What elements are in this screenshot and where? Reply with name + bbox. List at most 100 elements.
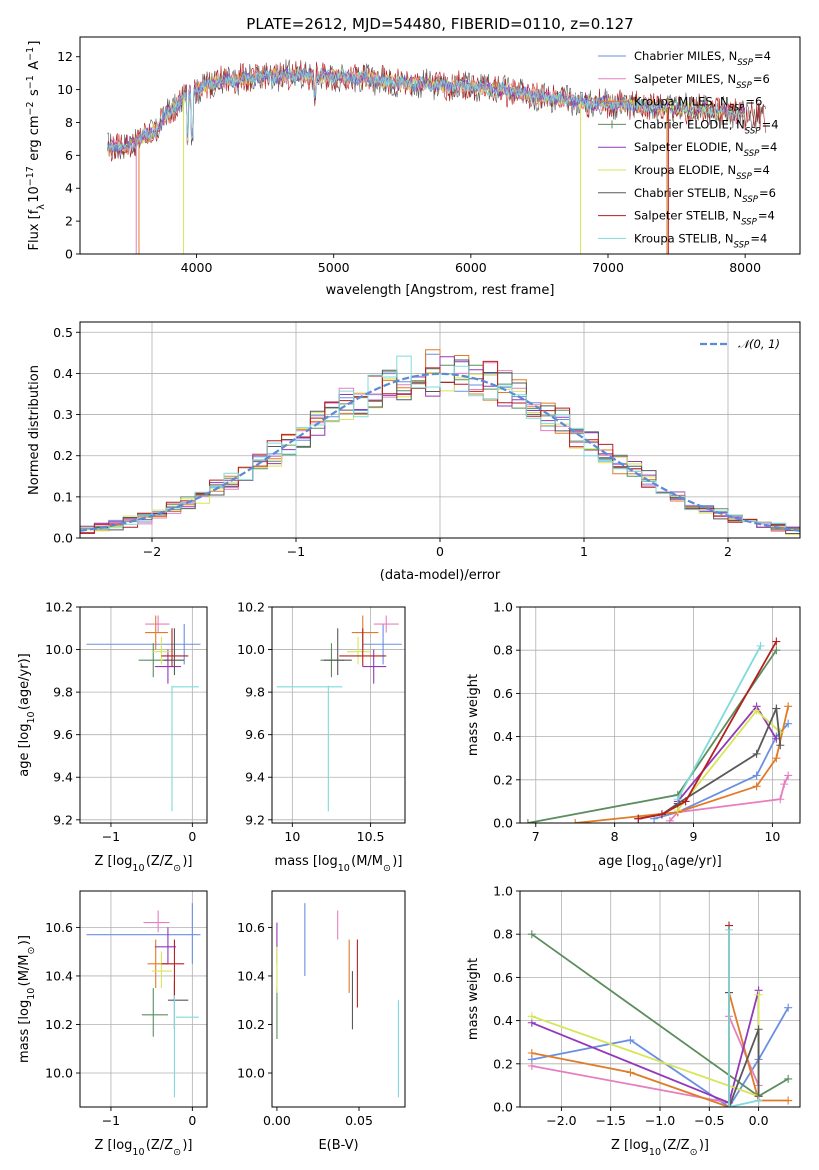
spectrum-y-label: Flux [fλ 10−17 erg cm−2 s−1 A−1 ] [25,40,47,250]
spectrum-legend: Chabrier MILES, NSSP =4 Salpeter MILES, N… [598,49,779,250]
age_vs_mass-x-label: mass [log10 (M/M⊙ )] [275,854,403,874]
weight_vs_age-lines [523,637,793,823]
y-tick-label: 0.4 [493,729,513,744]
age_vs_mass-errorbars [276,615,402,812]
legend-label-kroupa_stelib: Kroupa STELIB, NSSP =4 [634,231,767,250]
y-tick-label: 9.6 [245,727,265,742]
weight-marker-chabrier_miles [784,719,793,728]
age_vs_z-panel: −1 0 9.2 9.4 9.6 9.8 10.0 10.2 Z [log10 (Z/Z⊙ )]… [17,600,208,874]
x-tick-label: 6000 [455,260,487,275]
spectrum-panel: 4000 5000 6000 7000 8000 0 2 4 6 8 10 12 PLATE=2612,… [25,15,801,298]
age_vs_z-x-label: Z [log10 (Z/Z⊙ )] [94,854,192,874]
y-tick-label: 10.2 [237,1017,265,1032]
weight-marker-kroupa_miles [626,1068,635,1077]
y-tick-label: 10.2 [45,600,73,615]
x-tick-label: 10.5 [357,829,385,844]
y-tick-label: 0.4 [53,366,73,381]
y-tick-label: 10.0 [45,1066,73,1081]
y-tick-label: 9.2 [245,812,265,827]
y-tick-label: 0.2 [53,448,73,463]
weight-marker-kroupa_elodie [527,1012,536,1021]
weight-marker-chabrier_stelib [754,1025,763,1034]
x-tick-label: 0.0 [749,1113,769,1128]
y-tick-label: 0.4 [493,1013,513,1028]
y-tick-label: 0.2 [493,772,513,787]
x-tick-label: 1 [580,544,588,559]
x-tick-label: −2 [143,544,161,559]
y-tick-label: 10.4 [45,968,73,983]
x-tick-label: −1 [287,544,305,559]
x-tick-label: −1 [102,1113,120,1128]
y-tick-label: 12 [57,49,73,64]
weight-marker-kroupa_miles [784,1096,793,1105]
y-tick-label: 9.4 [53,770,73,785]
y-tick-label: 0 [65,247,73,262]
weight-marker-salpeter_stelib [681,797,690,806]
weight-marker-kroupa_elodie [776,728,785,737]
axes-frame [79,36,801,255]
y-tick-label: 0.8 [493,643,513,658]
y-tick-label: 10.0 [237,1066,265,1081]
y-tick-label: 0.2 [493,1056,513,1071]
axes-frame [519,606,801,824]
normal-legend-label: 𝒩(0, 1) [738,337,780,351]
axes-frame [271,606,406,824]
y-tick-label: 9.8 [245,685,265,700]
y-tick-label: 0.0 [493,1100,513,1115]
y-tick-label: 10.2 [237,600,265,615]
weight-marker-chabrier_elodie [772,646,781,655]
weight-line-salpeter_elodie [677,704,778,802]
weight-marker-salpeter_miles [776,795,785,804]
legend-label-chabrier_stelib: Chabrier STELIB, NSSP =6 [634,186,776,205]
residuals-y-label: Normed distribution [27,365,42,495]
y-tick-label: 8 [65,115,73,130]
y-tick-label: 0.8 [493,927,513,942]
weight-marker-kroupa_elodie [754,990,763,999]
legend-label-chabrier_miles: Chabrier MILES, NSSP =4 [634,49,771,68]
weight-marker-chabrier_elodie [784,1074,793,1083]
x-tick-label: 0.05 [345,1113,373,1128]
legend-label-salpeter_stelib: Salpeter STELIB, NSSP =4 [634,209,775,228]
x-tick-label: 10 [284,829,300,844]
x-tick-label: 2 [724,544,732,559]
y-tick-label: 10.6 [237,920,265,935]
weight-marker-kroupa_miles [571,819,580,823]
y-tick-label: 0.0 [53,531,73,546]
spectrum-line-salpeter_stelib [107,60,766,162]
weight-marker-salpeter_miles [784,771,793,780]
axes-frame [271,890,406,1108]
y-tick-label: 0.0 [493,816,513,831]
residuals-panel: −2 −1 0 1 2 0.0 0.1 0.2 0.3 0.4 0.5 (data-model)/er… [27,321,801,583]
weight-marker-kroupa_elodie [752,706,761,715]
x-tick-label: −0.5 [694,1113,724,1128]
x-tick-label: 0 [436,544,444,559]
x-tick-label: −2.0 [546,1113,576,1128]
normal-curve [80,372,800,532]
y-tick-label: 10.0 [237,642,265,657]
x-tick-label: 0.00 [263,1113,291,1128]
weight-marker-salpeter_stelib [634,814,643,823]
weight_vs_age-x-label: age [log10 (age/yr)] [598,854,722,874]
weight-marker-kroupa_stelib [725,1103,734,1107]
x-tick-label: −1 [102,829,120,844]
weight-marker-kroupa_stelib [754,1096,763,1105]
weight-marker-chabrier_miles [752,771,761,780]
spectrum-x-label: wavelength [Angstrom, rest frame] [326,283,555,298]
y-tick-label: 10.6 [45,920,73,935]
y-tick-label: 2 [65,214,73,229]
x-tick-label: 10 [764,829,780,844]
weight-line-salpeter_stelib [638,641,778,820]
weight-line-kroupa_stelib [728,929,759,1107]
y-tick-label: 9.6 [53,727,73,742]
mass_vs_ebv-errorbars [276,903,399,1098]
weight-marker-kroupa_miles [784,702,793,711]
residual-histograms [80,349,800,536]
spectrum-title: PLATE=2612, MJD=54480, FIBERID=0110, z=0… [246,15,633,33]
weight_vs_z-panel: −2.0 −1.5 −1.0 −0.5 0.0 0.0 0.2 0.4 0.6 0.8 1.0 Z [… [466,884,801,1158]
y-tick-label: 10.2 [45,1017,73,1032]
mass_vs_ebv-panel: 0.00 0.05 10.0 10.2 10.4 10.6 E(B-V) [237,890,406,1153]
weight_vs_age-y-label: mass weight [466,674,481,756]
age_vs_z-y-label: age [log10 (age/yr)] [17,653,37,777]
weight-marker-chabrier_stelib [772,704,781,713]
x-tick-label: 5000 [318,260,350,275]
